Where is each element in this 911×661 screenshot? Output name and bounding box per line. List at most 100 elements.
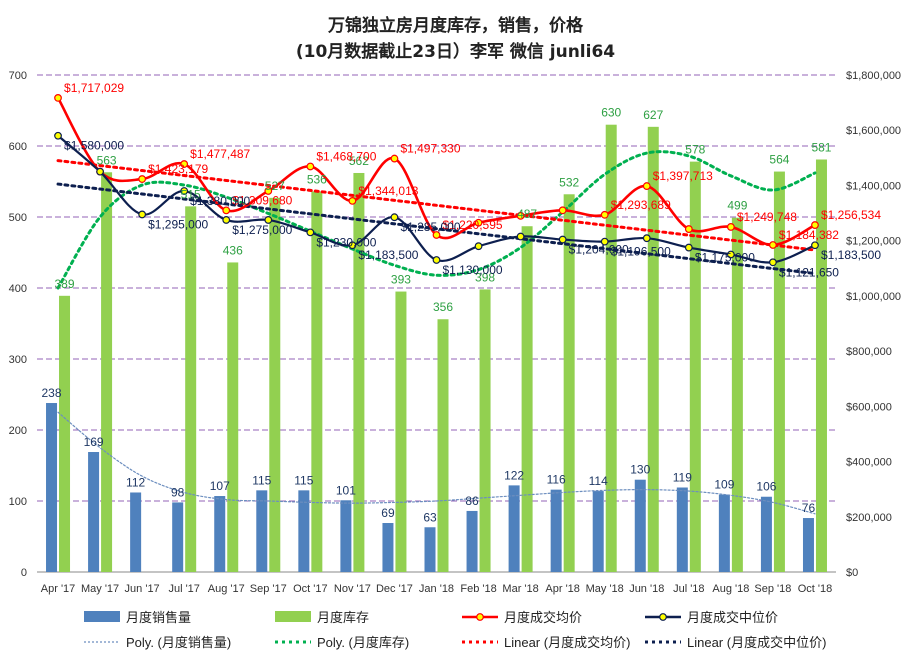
data-label-median-price: $1,295,000 <box>148 217 208 231</box>
data-label-sales: 69 <box>381 506 395 520</box>
data-label-average-price: $1,423,179 <box>148 162 208 176</box>
y-right-tick-label: $600,000 <box>846 401 892 413</box>
x-tick-label: Jun '18 <box>629 583 664 595</box>
bar-sales <box>550 489 562 572</box>
legend-label: 月度成交均价 <box>504 610 582 625</box>
marker-median-price <box>138 210 147 219</box>
legend-label: Poly. (月度库存) <box>317 635 409 650</box>
data-label-median-price: $1,121,650 <box>779 265 839 279</box>
bar-inventory <box>479 289 491 572</box>
data-label-inventory: 356 <box>433 300 453 314</box>
data-label-inventory: 564 <box>769 153 789 167</box>
y-right-tick-label: $1,200,000 <box>846 236 901 248</box>
marker-median-price <box>684 243 693 252</box>
bar-sales <box>718 494 730 572</box>
data-label-sales: 109 <box>714 478 734 492</box>
bar-inventory <box>563 194 575 572</box>
legend-label: Poly. (月度销售量) <box>126 635 231 650</box>
x-tick-label: Apr '17 <box>41 583 76 595</box>
data-label-average-price: $1,249,748 <box>737 210 797 224</box>
legend-swatch <box>275 611 311 622</box>
trend-poly-sales <box>57 411 816 515</box>
x-tick-label: Jun '17 <box>125 583 160 595</box>
y-right-tick-label: $200,000 <box>846 512 892 524</box>
y-right-tick-label: $1,000,000 <box>846 291 901 303</box>
trend-poly-inventory <box>56 150 817 290</box>
data-label-sales: 112 <box>126 475 145 489</box>
marker-median-price <box>96 167 104 176</box>
y-right-tick-label: $0 <box>846 567 858 579</box>
data-label-inventory: 581 <box>811 140 831 154</box>
marker-average-price <box>684 225 693 233</box>
x-tick-label: Dec '17 <box>376 583 413 595</box>
bar-sales <box>760 496 772 572</box>
marker-median-price <box>726 250 735 259</box>
data-label-median-price: $1,275,000 <box>232 223 292 237</box>
data-label-inventory: 563 <box>97 153 117 167</box>
bar-inventory <box>605 124 617 572</box>
bar-sales <box>424 527 436 572</box>
marker-median-price <box>474 242 483 251</box>
marker-median-price <box>348 241 357 250</box>
y-right-tick-label: $1,800,000 <box>846 70 901 82</box>
data-label-sales: 114 <box>589 474 608 488</box>
data-label-median-price: $1,204,000 <box>569 243 629 257</box>
data-label-median-price: $1,196,500 <box>611 245 671 259</box>
legend-label: 月度库存 <box>317 610 369 625</box>
marker-median-price <box>558 235 567 244</box>
data-label-inventory: 630 <box>601 106 621 120</box>
data-label-average-price: $1,220,595 <box>443 218 503 232</box>
legend-label: Linear (月度成交均价) <box>504 635 630 650</box>
bar-sales <box>88 452 100 572</box>
chart-subtitle: (10月数据截止23日）李军 微信 junli64 <box>295 42 616 62</box>
data-label-inventory: 578 <box>685 143 705 157</box>
bar-inventory <box>227 262 239 572</box>
bar-inventory <box>521 226 533 573</box>
data-label-sales: 238 <box>42 386 62 400</box>
data-label-sales: 115 <box>252 473 271 487</box>
data-label-sales: 119 <box>673 471 692 485</box>
marker-average-price <box>558 206 567 215</box>
bar-sales <box>172 502 184 572</box>
marker-median-price <box>54 131 62 140</box>
data-label-sales: 169 <box>84 435 104 449</box>
data-label-sales: 116 <box>547 473 566 487</box>
bar-sales <box>382 523 394 572</box>
bar-sales <box>466 510 478 572</box>
marker-average-price <box>138 175 147 183</box>
data-label-average-price: $1,477,487 <box>190 147 250 161</box>
marker-average-price <box>769 241 777 249</box>
bar-sales <box>592 491 604 572</box>
data-label-average-price: $1,256,534 <box>821 208 881 222</box>
marker-average-price <box>642 182 651 190</box>
bar-sales <box>634 479 646 572</box>
data-label-average-price: $1,497,330 <box>400 142 460 156</box>
bar-inventory <box>437 319 449 572</box>
data-label-inventory: 393 <box>391 273 411 287</box>
marker-average-price <box>222 206 231 215</box>
marker-average-price <box>54 94 62 102</box>
data-label-median-price: $1,380,000 <box>190 194 250 208</box>
data-label-sales: 130 <box>630 463 650 477</box>
marker-median-price <box>642 234 651 243</box>
legend-marker <box>476 613 484 621</box>
data-label-average-price: $1,717,029 <box>64 81 124 95</box>
y-left-tick-label: 500 <box>9 212 27 224</box>
marker-median-price <box>264 216 273 224</box>
trend-linear-median-price <box>56 182 817 276</box>
legend-label: Linear (月度成交中位价) <box>687 635 826 650</box>
data-label-inventory: 487 <box>517 207 537 221</box>
data-label-inventory: 562 <box>349 154 369 168</box>
data-label-average-price: $1,293,689 <box>611 198 671 212</box>
bar-inventory <box>773 171 785 572</box>
bar-inventory <box>353 172 365 573</box>
legend-label: 月度销售量 <box>126 610 191 625</box>
marker-average-price <box>390 154 399 163</box>
data-label-inventory: 536 <box>307 172 327 186</box>
data-label-average-price: $1,397,713 <box>653 169 713 183</box>
marker-median-price <box>306 228 315 237</box>
marker-average-price <box>264 187 273 195</box>
bar-inventory <box>311 191 323 572</box>
x-tick-label: May '18 <box>586 583 624 595</box>
